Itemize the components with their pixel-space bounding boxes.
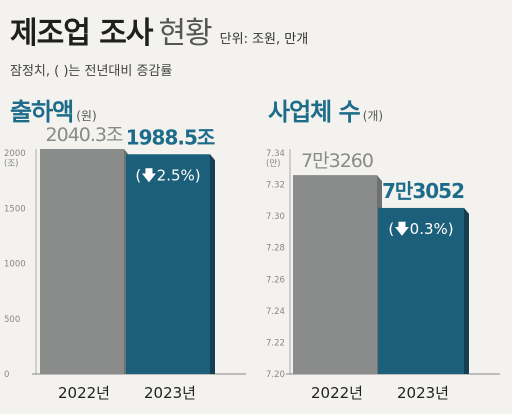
business-count-bar-2022년 <box>293 175 377 374</box>
business-count-value-label: 7만3052 <box>382 179 464 203</box>
business-count-tick-label: 7.30 <box>266 212 285 222</box>
business-count-change-label: (🡇0.3%) <box>388 220 453 238</box>
business-count-tick-label: 7.32 <box>266 181 285 191</box>
business-count-value-label: 7만3260 <box>301 150 373 172</box>
business-count-chart-title: 사업체 수 (개) <box>268 92 383 127</box>
shipment-tick-label: 1500 <box>4 204 26 214</box>
shipment-tick-label: 0 <box>4 370 9 380</box>
business-count-tick-label: 7.34 <box>266 149 285 159</box>
business-count-tick-label: 7.24 <box>266 307 285 317</box>
shipment-bar-side <box>210 154 215 374</box>
business-count-tick-label: 7.26 <box>266 275 285 285</box>
shipment-bar-2022년 <box>40 149 124 374</box>
shipment-bar-2023년 <box>126 154 210 374</box>
business-count-category-label: 2022년 <box>311 384 363 402</box>
shipment-title-text: 출하액 <box>10 98 74 126</box>
shipment-tick-label: 500 <box>4 315 20 325</box>
business-count-bar-side <box>464 207 469 374</box>
business-count-tick-label: 7.28 <box>266 244 285 254</box>
business-count-tick-label: 7.20 <box>266 370 285 380</box>
shipment-category-label: 2022년 <box>58 384 110 402</box>
shipment-tick-unit: (조) <box>4 159 18 169</box>
footnote: 잠정치, ( )는 전년대비 증감률 <box>10 64 173 79</box>
shipment-category-label: 2023년 <box>144 384 196 402</box>
business-count-unit: (개) <box>362 109 384 123</box>
shipment-tick-label: 2000 <box>4 149 26 159</box>
unit-note: 단위: 조원, 만개 <box>219 32 309 47</box>
shipment-unit: (원) <box>76 109 97 123</box>
business-count-bar-2023년 <box>378 207 464 374</box>
page-title: 제조업 조사 <box>10 16 153 51</box>
chart-header: 제조업 조사 현황 단위: 조원, 만개 <box>10 8 308 52</box>
page-subtitle: 현황 <box>158 16 212 51</box>
business-count-tick-unit: (만) <box>266 159 280 169</box>
shipment-value-label: 1988.5조 <box>126 125 215 149</box>
shipment-value-label: 2040.3조 <box>46 124 123 146</box>
shipment-chart-title: 출하액 (원) <box>10 92 97 127</box>
business-count-title-text: 사업체 수 <box>268 98 361 126</box>
shipment-tick-label: 1000 <box>4 260 26 270</box>
business-count-category-label: 2023년 <box>397 384 449 402</box>
business-count-tick-label: 7.22 <box>266 338 285 348</box>
shipment-change-label: (🡇2.5%) <box>135 166 200 184</box>
